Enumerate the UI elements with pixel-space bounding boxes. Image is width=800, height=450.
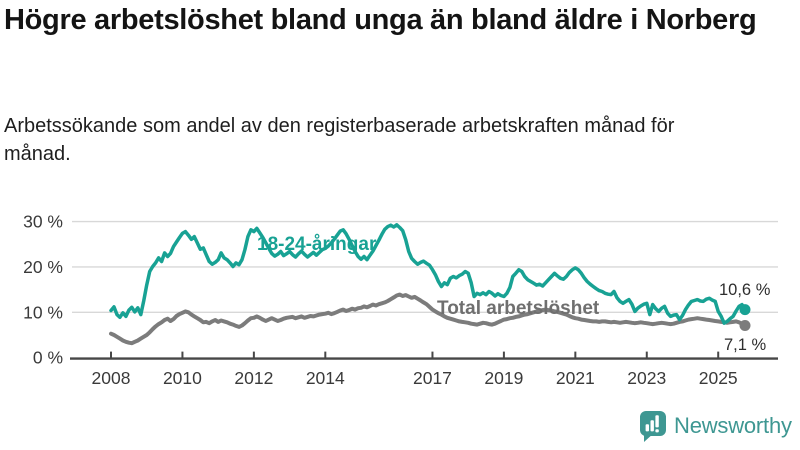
y-tick-label-10: 10 % xyxy=(23,302,63,322)
newsworthy-logo-icon xyxy=(637,409,667,443)
y-tick-label-30: 30 % xyxy=(23,212,63,232)
x-tick-label-2017: 2017 xyxy=(413,368,452,388)
x-tick-label-2025: 2025 xyxy=(699,368,738,388)
series-line-youth xyxy=(109,223,747,325)
series-end-dot-youth xyxy=(739,304,751,316)
page-subtitle: Arbetssökande som andel av den registerb… xyxy=(4,115,675,165)
series-end-value-youth: 10,6 % xyxy=(719,281,771,299)
x-tick-label-2023: 2023 xyxy=(627,368,666,388)
series-label-youth: 18-24-åringar xyxy=(257,234,377,255)
y-tick-label-20: 20 % xyxy=(23,257,63,277)
x-tick-label-2010: 2010 xyxy=(163,368,202,388)
x-tick-label-2019: 2019 xyxy=(484,368,523,388)
y-tick-label-0: 0 % xyxy=(33,348,63,368)
series-end-value-total: 7,1 % xyxy=(724,336,767,354)
x-tick-label-2012: 2012 xyxy=(234,368,273,388)
series-label-total: Total arbetslöshet xyxy=(437,298,600,319)
footer-brand: Newsworthy xyxy=(637,409,792,443)
series-line-total xyxy=(109,292,747,346)
x-tick-label-2014: 2014 xyxy=(306,368,345,388)
x-tick-label-2008: 2008 xyxy=(92,368,131,388)
x-tick-label-2021: 2021 xyxy=(556,368,595,388)
newsworthy-wordmark: Newsworthy xyxy=(674,413,792,438)
page-title: Högre arbetslöshet bland unga än bland ä… xyxy=(4,4,757,36)
series-end-dot-total xyxy=(739,319,751,331)
